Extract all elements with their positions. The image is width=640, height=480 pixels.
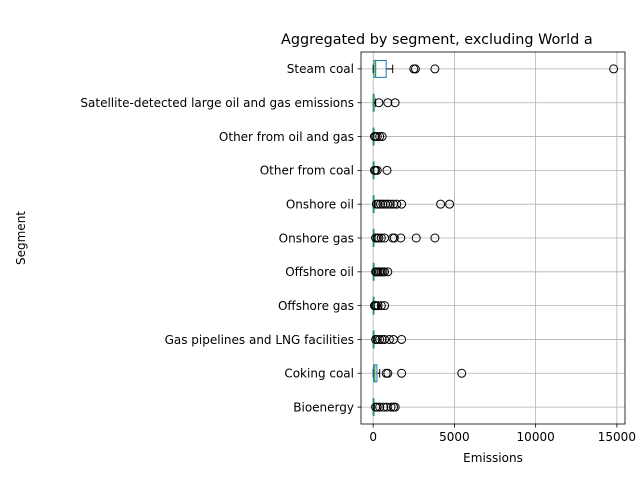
box-group: [369, 296, 390, 315]
y-tick-label: Other from oil and gas: [219, 130, 354, 144]
outlier-point: [609, 64, 619, 74]
box-group: [371, 262, 393, 281]
outlier-point: [377, 334, 387, 344]
outlier-point: [382, 165, 392, 175]
y-tick-label: Satellite-detected large oil and gas emi…: [80, 96, 354, 110]
y-tick-label: Onshore gas: [279, 231, 354, 245]
outlier-point: [392, 199, 402, 209]
y-tick-label: Other from coal: [260, 164, 354, 178]
y-tick-label: Onshore oil: [286, 197, 354, 211]
outlier-point: [396, 233, 406, 243]
box-group: [371, 330, 407, 349]
box-layer: [369, 59, 619, 417]
outlier-point: [372, 402, 382, 412]
outlier-point: [457, 368, 467, 378]
outlier-point: [374, 233, 384, 243]
y-tick-label: Steam coal: [287, 62, 354, 76]
x-axis-label: Emissions: [463, 451, 523, 465]
y-tick-label: Gas pipelines and LNG facilities: [165, 333, 354, 347]
outlier-point: [373, 199, 383, 209]
outlier-point: [376, 233, 386, 243]
y-tick-label: Coking coal: [284, 367, 354, 381]
x-tick-label: 0: [369, 430, 377, 444]
outlier-point: [389, 233, 399, 243]
outlier-point: [377, 132, 387, 142]
x-tick-label: 15000: [598, 430, 636, 444]
box-group: [371, 398, 400, 417]
outlier-point: [397, 334, 407, 344]
box-group: [371, 229, 440, 247]
outlier-point: [375, 132, 385, 142]
outlier-point: [390, 402, 400, 412]
outlier-point: [376, 301, 386, 311]
box-group: [369, 161, 392, 180]
chart-title: Aggregated by segment, excluding World a: [281, 32, 593, 48]
x-tick-label: 10000: [517, 430, 555, 444]
outlier-point: [375, 199, 385, 209]
box-group: [372, 93, 400, 112]
outlier-point: [386, 402, 396, 412]
outlier-point: [383, 199, 393, 209]
outlier-point: [383, 267, 393, 277]
outlier-point: [380, 267, 390, 277]
outlier-point: [430, 64, 440, 74]
box-group: [369, 127, 387, 146]
grid-layer: [361, 52, 625, 424]
outlier-point: [383, 98, 393, 108]
outlier-point: [430, 233, 440, 243]
outlier-point: [379, 402, 389, 412]
outlier-point: [375, 402, 385, 412]
outlier-point: [397, 199, 407, 209]
outlier-point: [385, 199, 395, 209]
outlier-point: [375, 334, 385, 344]
y-axis-label: Segment: [14, 211, 28, 265]
box-iqr: [373, 59, 387, 78]
outlier-point: [380, 301, 390, 311]
axis-layer: 0 5000 10000 15000 Bioenergy Coking coal Gas p…: [80, 62, 636, 444]
outlier-point: [390, 98, 400, 108]
outlier-point: [383, 368, 393, 378]
x-tick-label: 5000: [439, 430, 470, 444]
box-group: [371, 195, 455, 214]
outlier-point: [372, 132, 382, 142]
outlier-point: [445, 199, 455, 209]
outlier-point: [373, 301, 383, 311]
y-tick-label: Offshore oil: [285, 265, 354, 279]
outlier-point: [384, 334, 394, 344]
outlier-point: [380, 334, 390, 344]
y-tick-label: Offshore gas: [278, 299, 354, 313]
outlier-point: [436, 199, 446, 209]
box-group: [372, 59, 619, 78]
outlier-point: [410, 64, 420, 74]
outlier-point: [372, 165, 382, 175]
y-tick-label: Bioenergy: [293, 400, 354, 414]
outlier-point: [397, 368, 407, 378]
outlier-point: [378, 199, 388, 209]
outlier-point: [372, 334, 382, 344]
outlier-point: [374, 98, 384, 108]
box-group: [372, 364, 467, 383]
outlier-point: [411, 233, 421, 243]
